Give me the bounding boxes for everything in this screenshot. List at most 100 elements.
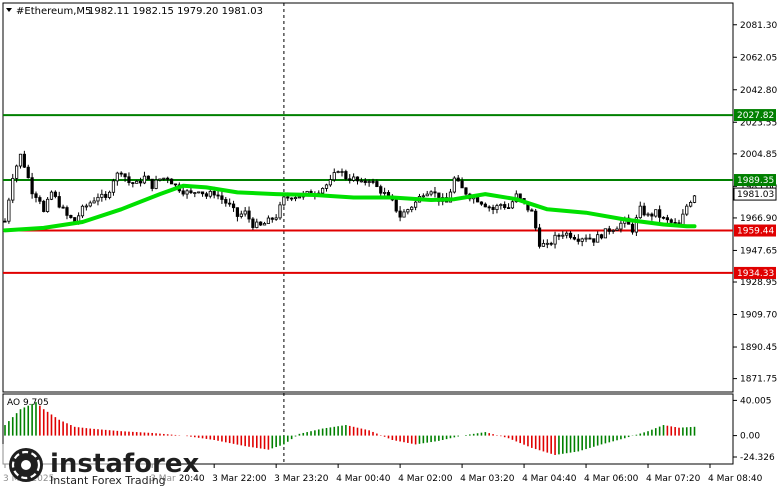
candle-body (557, 234, 561, 237)
candle-body (584, 237, 588, 240)
candle-body (495, 205, 499, 210)
candle-body (611, 230, 615, 232)
price-tick-label: 1966.90 (740, 214, 777, 224)
candle-body (375, 181, 379, 188)
candle-body (166, 177, 170, 180)
time-tick-label: 4 Mar 02:00 (398, 474, 453, 484)
candle-body (638, 205, 642, 219)
candle-body (568, 232, 573, 238)
candle-body (654, 209, 658, 217)
candle-body (615, 228, 619, 231)
candle-body (18, 153, 23, 167)
price-tick-label: 2023.55 (740, 118, 777, 128)
candle-body (383, 192, 387, 194)
candle-body (42, 200, 46, 212)
current-price-label: 1981.03 (737, 190, 774, 200)
current-price-marker: 1981.03 (733, 187, 777, 201)
candle-body (665, 217, 669, 221)
ao-tick-label: -24.326 (740, 453, 775, 463)
candle-body (503, 204, 507, 208)
candle-body (669, 219, 673, 223)
level-label-support: 1934.33 (737, 269, 774, 279)
candle-body (57, 196, 61, 208)
moving-average-line (3, 183, 697, 233)
candle-body (228, 202, 232, 205)
watermark-brand: instaforex (50, 449, 200, 479)
price-tick-label: 2004.85 (740, 150, 777, 160)
candle-body (448, 191, 453, 203)
candle-body (193, 192, 197, 194)
price-pane-frame (2, 2, 734, 393)
price-tick-label: 1985.60 (740, 182, 777, 192)
candle-body (646, 213, 650, 216)
watermark-tagline: Instant Forex Trading (50, 474, 166, 487)
candle-body (324, 184, 329, 189)
time-tick-label: 4 Mar 03:20 (460, 474, 515, 484)
candle-body (692, 195, 697, 203)
candle-body (673, 222, 677, 224)
candle-body (84, 205, 88, 208)
candle-body (224, 199, 228, 204)
level-label-support: 1959.44 (737, 227, 774, 237)
candle-body (340, 171, 344, 173)
price-tick-label: 2042.80 (740, 86, 777, 96)
candle-body (53, 191, 57, 197)
candle-body (332, 172, 336, 181)
instaforex-watermark: instaforex Instant Forex Trading (0, 444, 200, 489)
level-label-bg (734, 266, 776, 279)
candle-body (553, 234, 557, 245)
candle-body (607, 228, 611, 232)
candle-body (135, 180, 139, 184)
candle-body (402, 211, 406, 218)
candle-body (429, 191, 433, 195)
chart-symbol: #Ethereum,M5 (16, 6, 91, 17)
candle-body (599, 234, 604, 239)
candle-body (127, 176, 131, 183)
candle-body (173, 183, 178, 186)
level-label-bg (734, 224, 776, 237)
candle-body (212, 190, 216, 196)
time-tick-label: 4 Mar 06:00 (584, 474, 639, 484)
candle-body (398, 210, 402, 218)
time-tick-label: 4 Mar 08:40 (708, 474, 763, 484)
time-tick-label: 4 Mar 04:40 (522, 474, 577, 484)
candle-body (297, 196, 301, 199)
candle-body (487, 206, 491, 209)
candle-body (247, 210, 251, 220)
candle-body (479, 201, 484, 205)
price-axis: 2081.30 2062.05 2042.80 2023.55 2004.85 1985.… (733, 21, 777, 385)
candle-body (456, 177, 460, 182)
candle-body (414, 201, 418, 208)
candle-body (61, 206, 65, 209)
price-levels (3, 114, 733, 274)
candle-body (290, 197, 294, 200)
candle-body (588, 237, 592, 240)
candle-body (138, 180, 143, 184)
candle-body (282, 196, 286, 206)
candle-body (208, 190, 212, 197)
candle-body (452, 177, 456, 193)
price-tick-label: 1871.75 (740, 375, 777, 385)
candle-body (510, 201, 515, 209)
candle-body (123, 173, 127, 178)
candle-body (158, 178, 162, 181)
candle-body (189, 190, 193, 194)
candle-body (154, 179, 158, 189)
candle-body (603, 228, 608, 239)
price-tick-label: 1909.70 (740, 311, 777, 321)
candle-body (119, 172, 123, 175)
candle-body (499, 204, 503, 207)
candle-body (518, 193, 522, 199)
candle-body (65, 207, 69, 216)
candle-body (243, 210, 247, 215)
candle-body (104, 193, 108, 198)
candle-body (561, 234, 565, 237)
candle-body (115, 172, 119, 182)
dropdown-triangle-icon[interactable] (6, 8, 12, 12)
candle-body (534, 210, 538, 229)
candle-body (270, 217, 274, 220)
candle-body (541, 243, 546, 247)
candle-body (216, 194, 220, 197)
candle-body (255, 221, 259, 228)
